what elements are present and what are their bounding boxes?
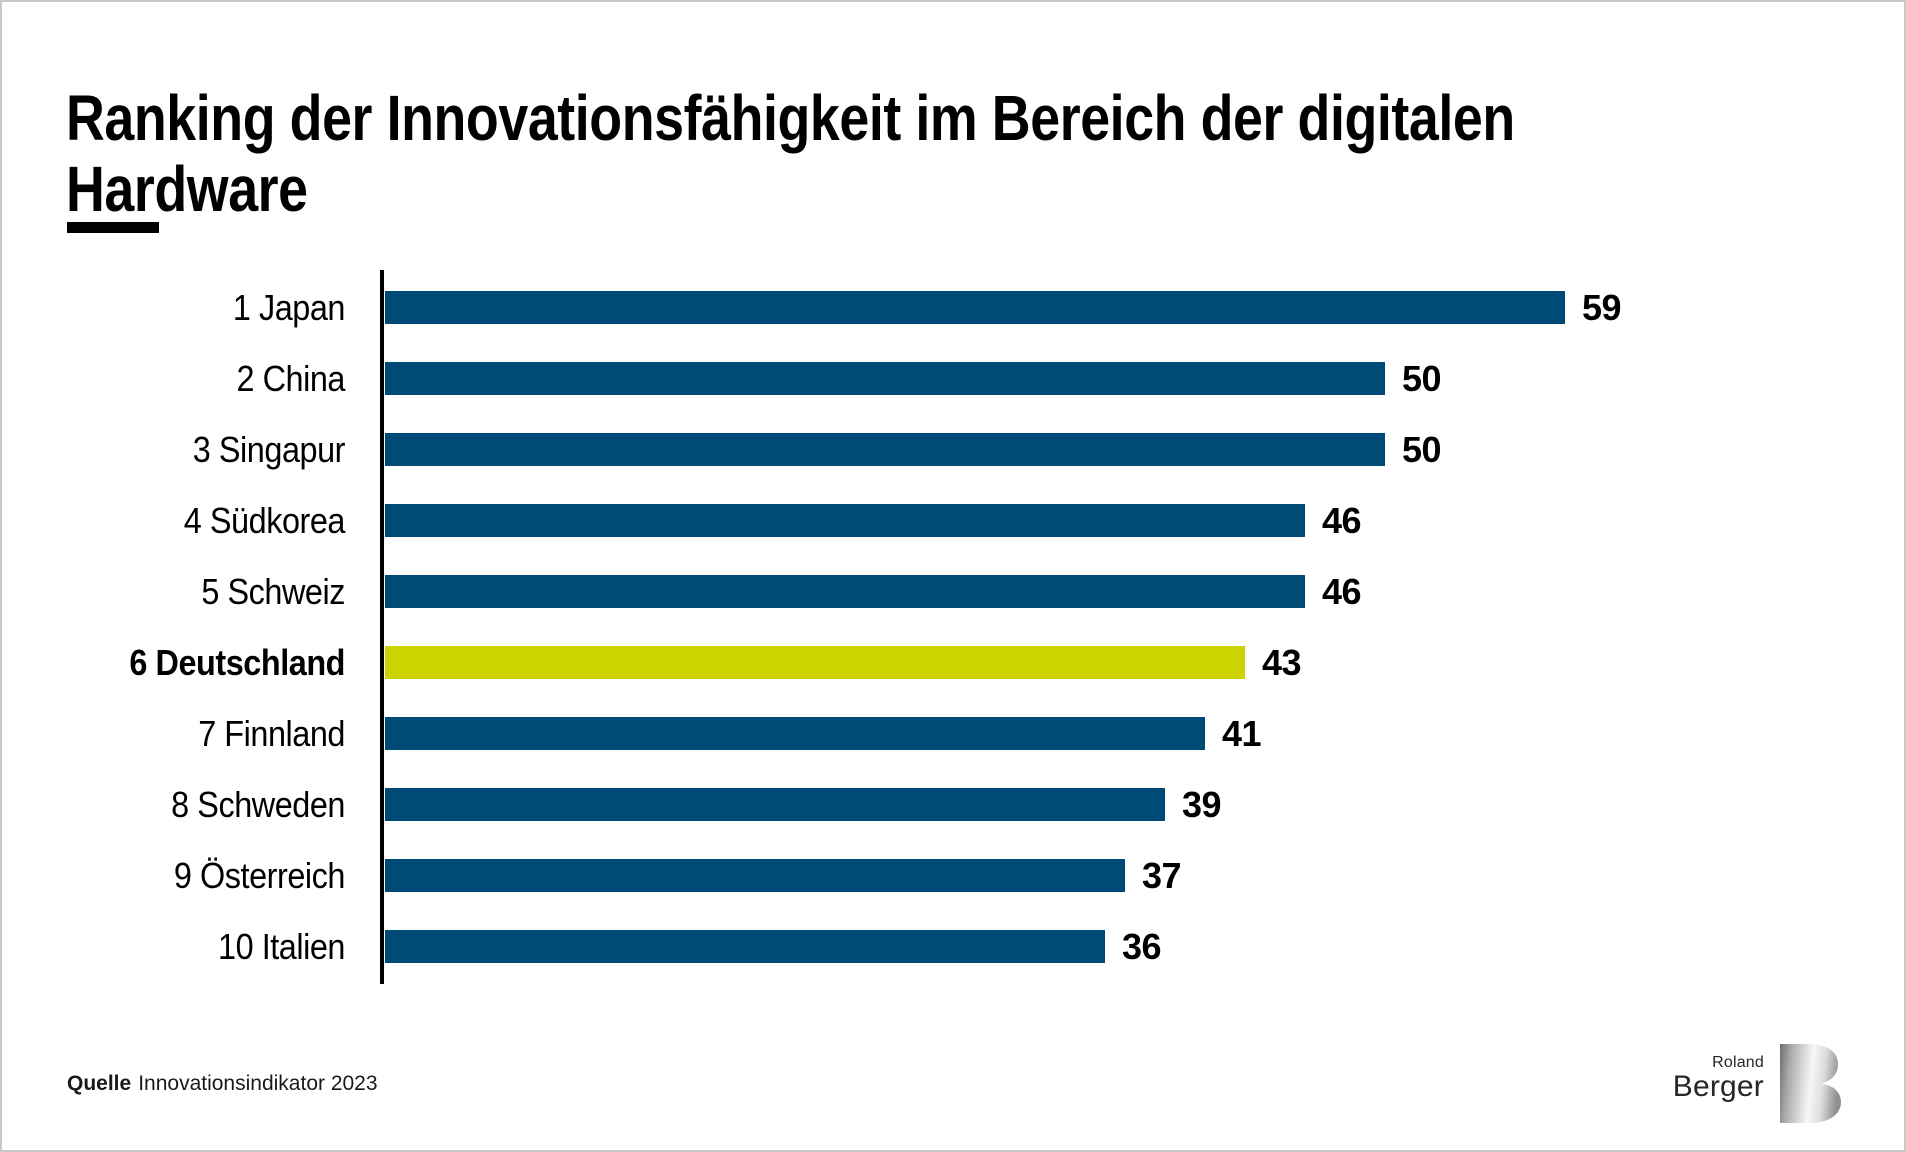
bar-chart: 1 Japan 59 2 China 50 3 Singapur 50 4 Südkorea… [2, 270, 1904, 984]
value-label: 43 [1262, 642, 1302, 683]
category-label: 8 Schweden [171, 783, 345, 825]
value-label: 59 [1582, 287, 1622, 328]
value-label: 39 [1182, 784, 1222, 825]
chart-row: 9 Österreich 37 [2, 840, 1904, 911]
value-label: 36 [1122, 926, 1162, 967]
category-label: 7 Finnland [198, 712, 345, 754]
chart-row: 3 Singapur 50 [2, 414, 1904, 485]
chart-row: 10 Italien 36 [2, 911, 1904, 982]
bar-area: 41 [385, 698, 1262, 769]
logo-wordmark: Roland Berger [1673, 1054, 1764, 1103]
category-label: 6 Deutschland [129, 641, 345, 683]
roland-berger-logo: Roland Berger [1673, 1044, 1841, 1123]
page-title: Ranking der Innovationsfähigkeit im Bere… [66, 81, 1515, 225]
source-note: Quelle Innovationsindikator 2023 [67, 1072, 378, 1096]
value-label: 37 [1142, 855, 1182, 896]
bar-area: 59 [385, 272, 1622, 343]
chart-row: 7 Finnland 41 [2, 698, 1904, 769]
chart-y-axis-line [380, 270, 384, 984]
value-label: 46 [1322, 500, 1362, 541]
bar [385, 859, 1125, 892]
bar-area: 39 [385, 769, 1222, 840]
chart-row: 2 China 50 [2, 343, 1904, 414]
chart-row: 1 Japan 59 [2, 272, 1904, 343]
source-text: Innovationsindikator 2023 [138, 1072, 378, 1095]
logo-wordmark-bottom: Berger [1672, 1070, 1764, 1103]
bar [385, 788, 1165, 821]
page-title-line1: Ranking der Innovationsfähigkeit im Bere… [66, 81, 1515, 154]
value-label: 50 [1402, 358, 1442, 399]
bar-area: 50 [385, 414, 1442, 485]
category-label: 3 Singapur [192, 428, 346, 470]
category-label: 2 China [236, 357, 345, 399]
chart-row: 6 Deutschland 43 [2, 627, 1904, 698]
bar [385, 291, 1565, 324]
value-label: 50 [1402, 429, 1442, 470]
chart-row: 8 Schweden 39 [2, 769, 1904, 840]
bar [385, 717, 1205, 750]
bar [385, 575, 1305, 608]
source-label: Quelle [67, 1072, 132, 1095]
category-label: 1 Japan [232, 286, 346, 328]
page-title-line2: Hardware [66, 152, 308, 225]
chart-row: 5 Schweiz 46 [2, 556, 1904, 627]
chart-row: 4 Südkorea 46 [2, 485, 1904, 556]
bar-area: 46 [385, 556, 1362, 627]
category-label: 5 Schweiz [201, 570, 345, 612]
bar-area: 50 [385, 343, 1442, 414]
bar-area: 36 [385, 911, 1162, 982]
category-label: 4 Südkorea [183, 499, 346, 541]
bar [385, 433, 1385, 466]
bar-area: 43 [385, 627, 1302, 698]
category-label: 10 Italien [218, 925, 345, 967]
bar [385, 504, 1305, 537]
bar-area: 46 [385, 485, 1362, 556]
chart-rows: 1 Japan 59 2 China 50 3 Singapur 50 4 Südkorea… [2, 272, 1904, 982]
bar-highlighted [385, 646, 1245, 679]
category-label: 9 Österreich [173, 854, 346, 896]
bar-area: 37 [385, 840, 1182, 911]
bar [385, 930, 1105, 963]
logo-b-monogram-icon [1780, 1044, 1841, 1123]
value-label: 46 [1322, 571, 1362, 612]
logo-wordmark-top: Roland [1712, 1054, 1764, 1071]
value-label: 41 [1222, 713, 1262, 754]
title-underline-dash [67, 222, 159, 233]
bar [385, 362, 1385, 395]
